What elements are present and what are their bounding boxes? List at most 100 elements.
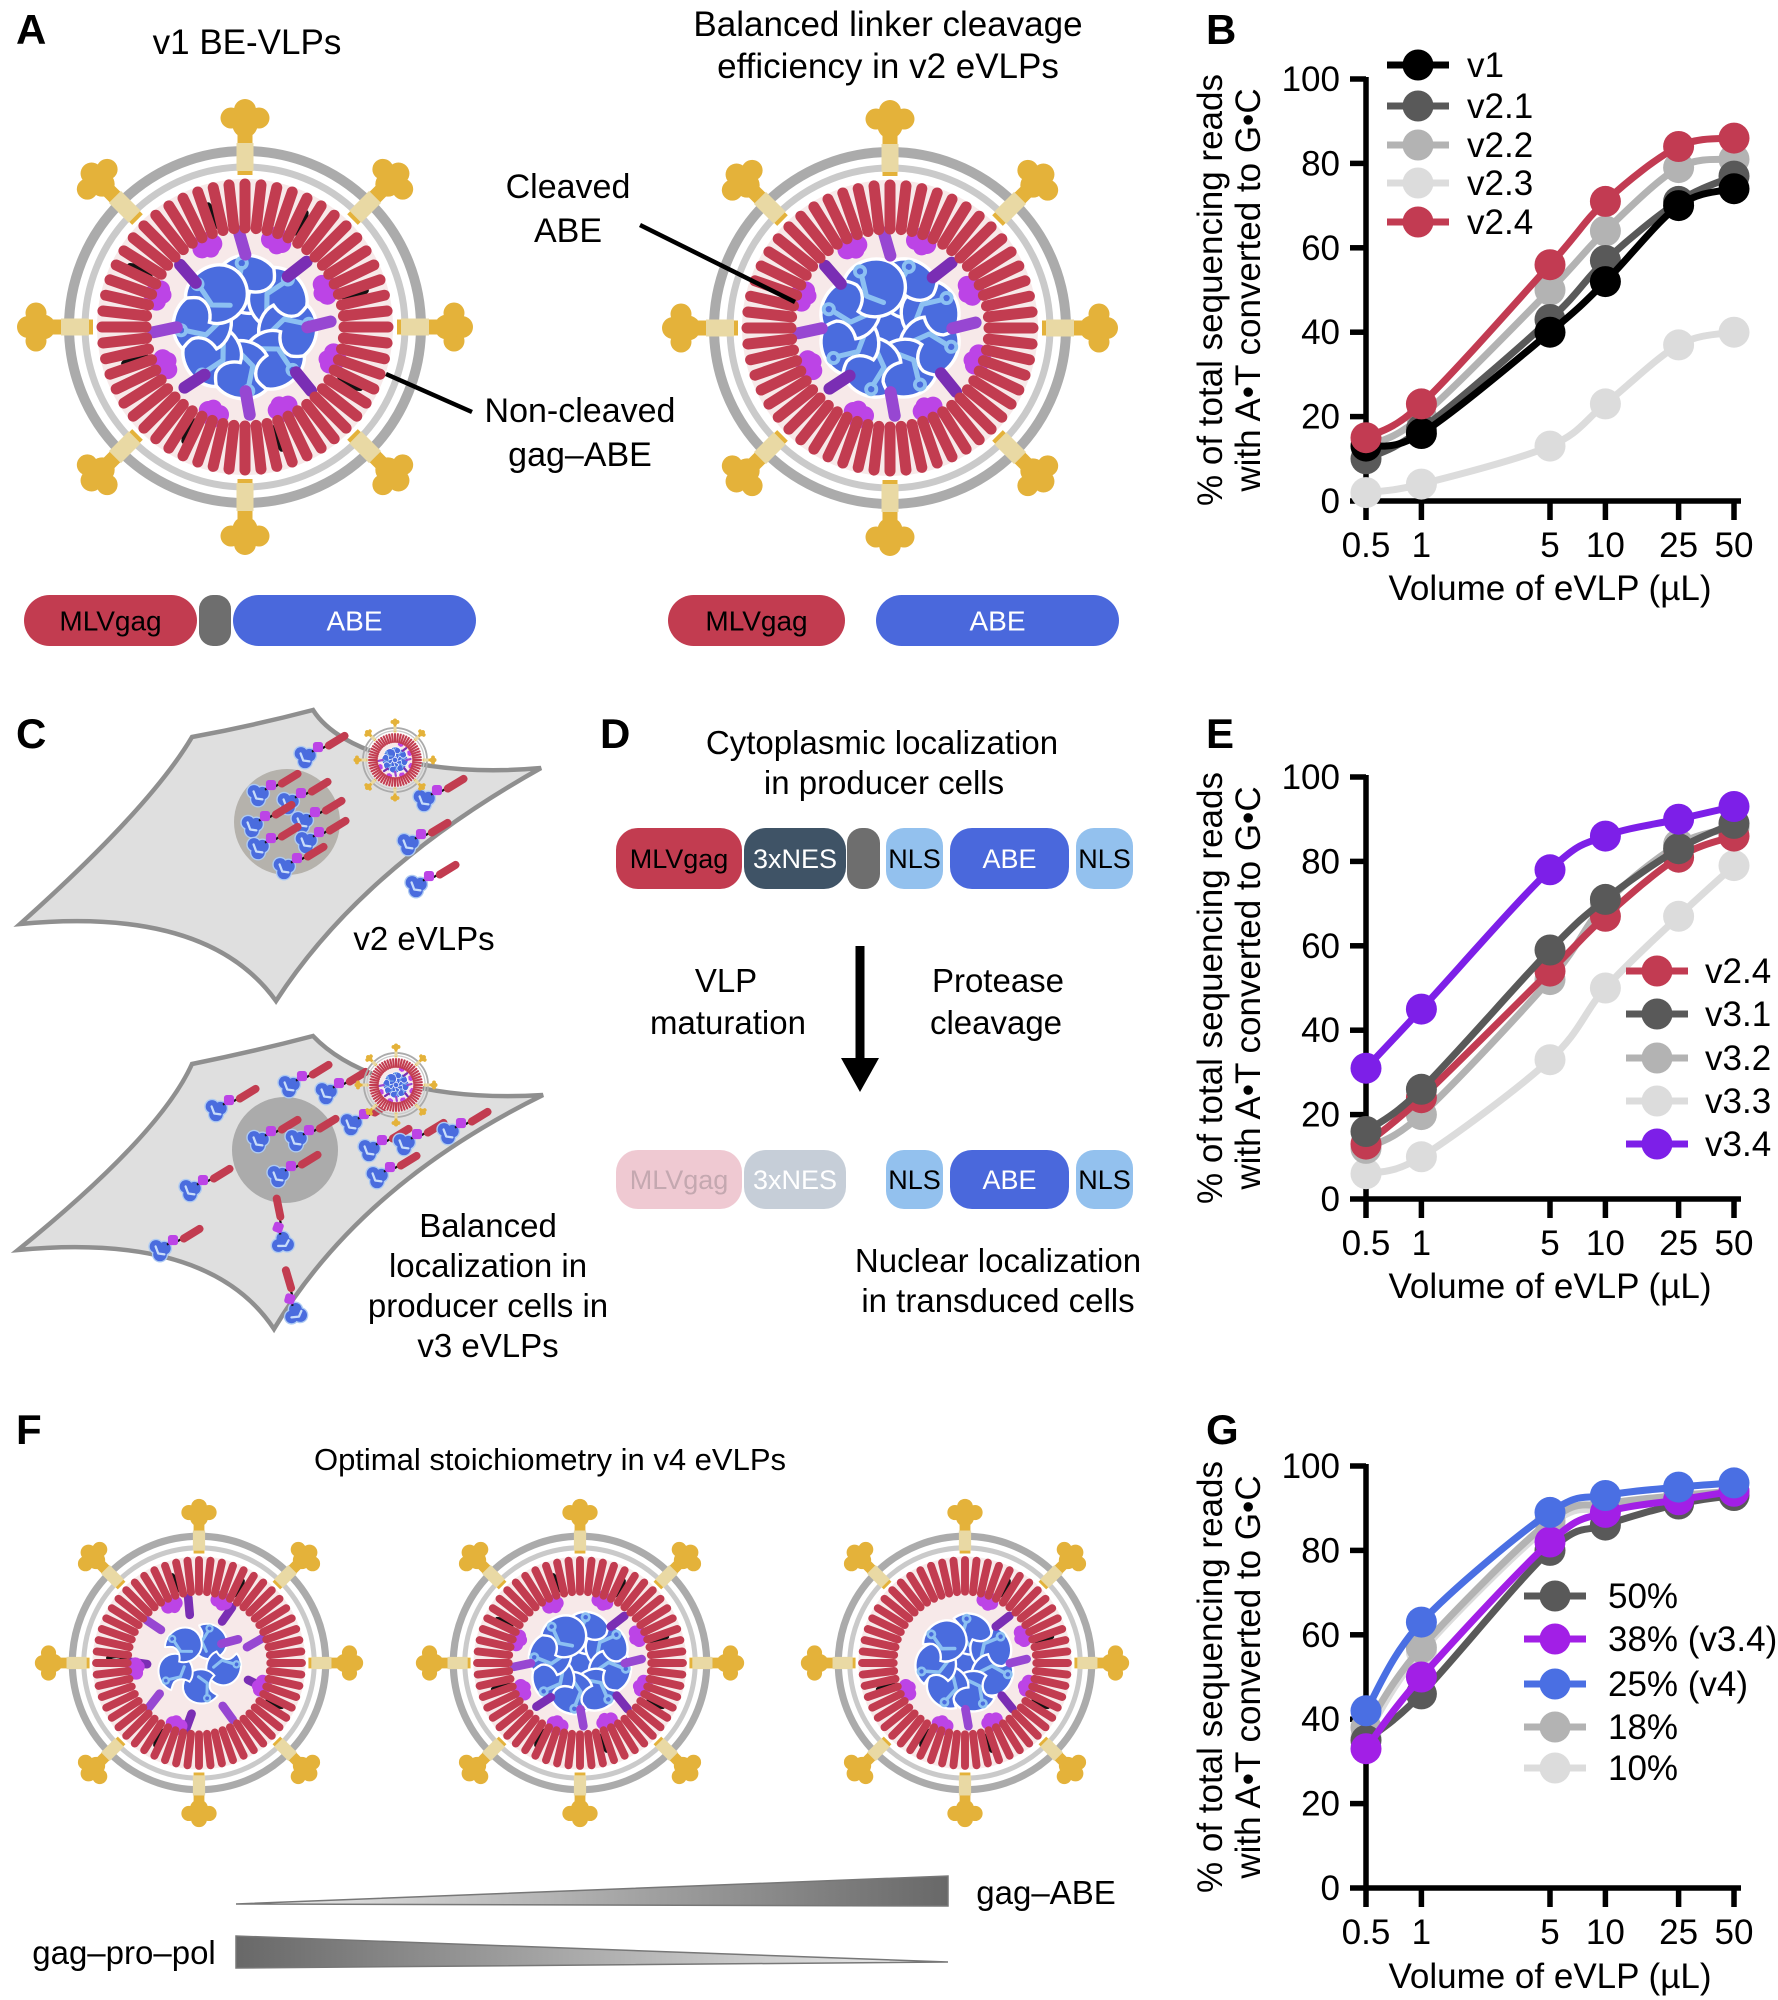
svg-text:% of total sequencing reads: % of total sequencing reads	[1191, 1461, 1230, 1893]
svg-text:localization in: localization in	[389, 1247, 587, 1284]
svg-text:25: 25	[1659, 1913, 1698, 1952]
svg-text:gag–pro–pol: gag–pro–pol	[32, 1934, 216, 1971]
svg-text:10%: 10%	[1608, 1749, 1678, 1788]
svg-text:ABE: ABE	[534, 212, 602, 250]
svg-text:Cytoplasmic localization: Cytoplasmic localization	[706, 724, 1058, 761]
svg-text:0.5: 0.5	[1342, 1224, 1391, 1263]
svg-text:Volume of eVLP (µL): Volume of eVLP (µL)	[1388, 1957, 1711, 1996]
svg-text:100: 100	[1282, 60, 1340, 99]
svg-text:0.5: 0.5	[1342, 1913, 1391, 1952]
svg-text:MLVgag: MLVgag	[59, 606, 161, 637]
svg-text:Balanced: Balanced	[419, 1207, 557, 1244]
svg-text:60: 60	[1301, 1616, 1340, 1655]
svg-text:40: 40	[1301, 1700, 1340, 1739]
svg-text:ABE: ABE	[969, 606, 1025, 637]
svg-text:60: 60	[1301, 229, 1340, 268]
svg-text:0: 0	[1321, 1180, 1340, 1219]
svg-text:0: 0	[1321, 1869, 1340, 1908]
svg-text:Non-cleaved: Non-cleaved	[485, 392, 676, 430]
svg-text:maturation: maturation	[650, 1004, 806, 1041]
svg-text:v2.4: v2.4	[1467, 203, 1533, 242]
svg-text:25: 25	[1659, 526, 1698, 565]
svg-text:0: 0	[1321, 482, 1340, 521]
svg-text:A: A	[16, 6, 46, 53]
svg-text:E: E	[1206, 710, 1234, 757]
svg-text:MLVgag: MLVgag	[705, 606, 807, 637]
svg-text:50: 50	[1715, 1224, 1754, 1263]
svg-text:D: D	[600, 710, 630, 757]
svg-text:v3.3: v3.3	[1705, 1082, 1771, 1121]
svg-text:NLS: NLS	[1078, 1165, 1131, 1195]
svg-text:v2 eVLPs: v2 eVLPs	[353, 920, 494, 957]
svg-text:NLS: NLS	[888, 844, 941, 874]
svg-text:100: 100	[1282, 758, 1340, 797]
svg-text:20: 20	[1301, 398, 1340, 437]
svg-text:10: 10	[1586, 526, 1625, 565]
svg-text:v1: v1	[1467, 46, 1504, 85]
svg-text:0.5: 0.5	[1342, 526, 1391, 565]
svg-text:v2.2: v2.2	[1467, 126, 1533, 165]
svg-text:10: 10	[1586, 1913, 1625, 1952]
svg-text:60: 60	[1301, 927, 1340, 966]
svg-text:efficiency in v2 eVLPs: efficiency in v2 eVLPs	[717, 47, 1059, 86]
svg-text:3xNES: 3xNES	[753, 844, 837, 874]
svg-text:producer cells in: producer cells in	[368, 1287, 608, 1324]
svg-text:1: 1	[1412, 1224, 1431, 1263]
svg-text:Cleaved: Cleaved	[506, 168, 631, 206]
svg-text:NLS: NLS	[888, 1165, 941, 1195]
svg-text:100: 100	[1282, 1447, 1340, 1486]
svg-text:v2.3: v2.3	[1467, 164, 1533, 203]
svg-text:cleavage: cleavage	[930, 1004, 1062, 1041]
svg-text:18%: 18%	[1608, 1708, 1678, 1747]
svg-text:Volume of eVLP (µL): Volume of eVLP (µL)	[1388, 1267, 1711, 1306]
svg-text:50%: 50%	[1608, 1577, 1678, 1616]
svg-text:20: 20	[1301, 1785, 1340, 1824]
svg-text:v1 BE-VLPs: v1 BE-VLPs	[153, 23, 342, 62]
svg-text:ABE: ABE	[326, 606, 382, 637]
svg-text:20: 20	[1301, 1096, 1340, 1135]
svg-text:25: 25	[1659, 1224, 1698, 1263]
svg-text:v3.1: v3.1	[1705, 995, 1771, 1034]
svg-text:gag–ABE: gag–ABE	[976, 1874, 1115, 1911]
svg-text:C: C	[16, 710, 46, 757]
svg-text:with A•T converted to G•C: with A•T converted to G•C	[1229, 88, 1268, 492]
svg-text:50: 50	[1715, 1913, 1754, 1952]
svg-text:80: 80	[1301, 1531, 1340, 1570]
svg-text:80: 80	[1301, 842, 1340, 881]
svg-text:gag–ABE: gag–ABE	[508, 436, 652, 474]
svg-text:3xNES: 3xNES	[753, 1165, 837, 1195]
svg-text:F: F	[16, 1406, 42, 1453]
svg-text:38% (v3.4): 38% (v3.4)	[1608, 1620, 1777, 1659]
svg-text:5: 5	[1540, 1224, 1559, 1263]
svg-text:40: 40	[1301, 313, 1340, 352]
svg-text:v2.1: v2.1	[1467, 87, 1533, 126]
svg-text:VLP: VLP	[695, 962, 757, 999]
svg-text:in transduced cells: in transduced cells	[861, 1282, 1134, 1319]
svg-text:with A•T converted to G•C: with A•T converted to G•C	[1229, 1475, 1268, 1879]
svg-text:1: 1	[1412, 1913, 1431, 1952]
svg-text:1: 1	[1412, 526, 1431, 565]
svg-text:ABE: ABE	[982, 1165, 1036, 1195]
svg-text:50: 50	[1715, 526, 1754, 565]
svg-text:with A•T converted to G•C: with A•T converted to G•C	[1229, 786, 1268, 1190]
svg-text:5: 5	[1540, 1913, 1559, 1952]
svg-text:5: 5	[1540, 526, 1559, 565]
svg-text:% of total sequencing reads: % of total sequencing reads	[1191, 74, 1230, 506]
svg-text:MLVgag: MLVgag	[630, 844, 729, 874]
svg-text:40: 40	[1301, 1011, 1340, 1050]
svg-text:10: 10	[1586, 1224, 1625, 1263]
svg-text:Nuclear localization: Nuclear localization	[855, 1242, 1141, 1279]
svg-text:Balanced linker cleavage: Balanced linker cleavage	[693, 5, 1082, 44]
svg-text:ABE: ABE	[982, 844, 1036, 874]
svg-text:B: B	[1206, 6, 1236, 53]
svg-text:in producer cells: in producer cells	[764, 764, 1004, 801]
svg-text:% of total sequencing reads: % of total sequencing reads	[1191, 772, 1230, 1204]
svg-text:v2.4: v2.4	[1705, 952, 1771, 991]
svg-text:v3.4: v3.4	[1705, 1125, 1771, 1164]
svg-text:NLS: NLS	[1078, 844, 1131, 874]
svg-text:G: G	[1206, 1406, 1239, 1453]
svg-text:25% (v4): 25% (v4)	[1608, 1665, 1748, 1704]
svg-text:MLVgag: MLVgag	[630, 1165, 729, 1195]
svg-text:Protease: Protease	[932, 962, 1064, 999]
svg-text:Optimal stoichiometry in v4 eV: Optimal stoichiometry in v4 eVLPs	[314, 1442, 786, 1477]
